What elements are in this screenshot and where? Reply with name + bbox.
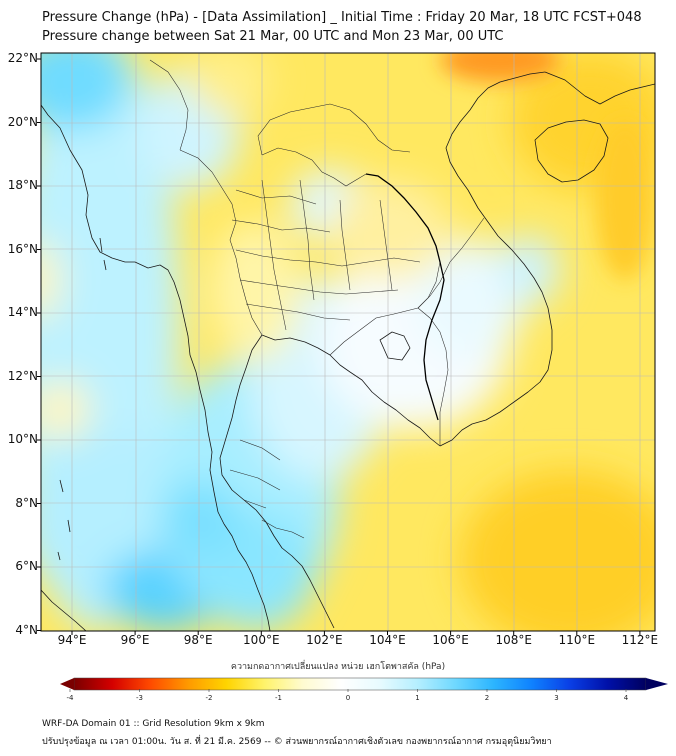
lat-label: 16°N: [7, 241, 38, 256]
lat-label: 8°N: [15, 495, 38, 510]
footer-credit: ปรับปรุงข้อมูล ณ เวลา 01:00น. วัน ส. ที่…: [42, 737, 552, 747]
lat-label: 12°N: [7, 368, 38, 383]
colorbar-tick-label: -2: [205, 694, 213, 702]
border-thailand-cambodia: [329, 307, 419, 356]
plot-frame: [40, 52, 656, 632]
footer-model-info: WRF-DA Domain 01 :: Grid Resolution 9km …: [42, 719, 265, 729]
lon-label: 96°E: [120, 633, 150, 647]
border-laos-vietnam: [417, 217, 485, 309]
lat-lon-grid: [41, 53, 655, 631]
border-thailand-malaysia: [261, 519, 305, 539]
colorbar-tick-label: 1: [415, 694, 420, 702]
coastlines: [41, 71, 655, 631]
border-myanmar-thailand: [179, 149, 263, 336]
lat-label: 4°N: [15, 622, 38, 637]
coastline-myanmar-west: [41, 104, 225, 525]
map-title: Pressure Change (hPa) - [Data Assimilati…: [42, 10, 642, 25]
colorbar-bar: [73, 677, 647, 691]
colorbar-right-arrow: [646, 678, 668, 690]
lon-label: 106°E: [432, 633, 469, 647]
colorbar-title: ความกดอากาศเปลี่ยนแปลง หน่วย เฮกโตพาสคัล…: [230, 662, 446, 672]
lake-tonle-sap: [379, 331, 411, 361]
lon-label: 108°E: [495, 633, 532, 647]
map-subtitle: Pressure change between Sat 21 Mar, 00 U…: [42, 29, 504, 44]
border-myanmar-china: [149, 59, 189, 151]
province-lines: [229, 179, 421, 509]
lon-label: 94°E: [57, 633, 87, 647]
colorbar-tick-label: 4: [623, 694, 629, 702]
colorbar-tick-label: 0: [345, 694, 351, 702]
lat-label: 20°N: [7, 114, 38, 129]
colorbar-left-arrow: [60, 678, 74, 690]
lat-label: 22°N: [7, 51, 38, 65]
lon-label: 102°E: [306, 633, 343, 647]
colorbar-tick-label: 2: [484, 694, 490, 702]
lon-label: 110°E: [558, 633, 596, 647]
colorbar-tick-label: -1: [275, 694, 282, 702]
coastline-china-south: [544, 71, 655, 105]
lat-label: 14°N: [7, 305, 38, 319]
lon-label: 112°E: [621, 633, 659, 647]
lon-label: 104°E: [369, 633, 406, 647]
axis-ticks: [37, 58, 641, 635]
lon-label: 98°E: [183, 633, 213, 647]
mekong-river: [365, 173, 445, 421]
coastline-hainan: [534, 119, 609, 183]
coastline-gulf-east: [261, 334, 441, 447]
lat-label: 6°N: [15, 559, 38, 573]
lat-label: 18°N: [7, 178, 38, 192]
pressure-field: [41, 53, 655, 631]
colorbar: [60, 677, 668, 692]
coastline-andaman-islands: [57, 237, 107, 561]
coastline-vietnam: [439, 71, 553, 447]
lon-label: 100°E: [243, 633, 280, 647]
colorbar-tick-label: -4: [66, 694, 74, 702]
colorbar-tick-label: 3: [554, 694, 559, 702]
coastline-peninsula-west: [223, 523, 271, 631]
coastline-sumatra: [41, 589, 87, 631]
lat-label: 10°N: [7, 432, 38, 446]
border-laos-china: [257, 103, 411, 156]
colorbar-tick-label: -3: [136, 694, 143, 702]
